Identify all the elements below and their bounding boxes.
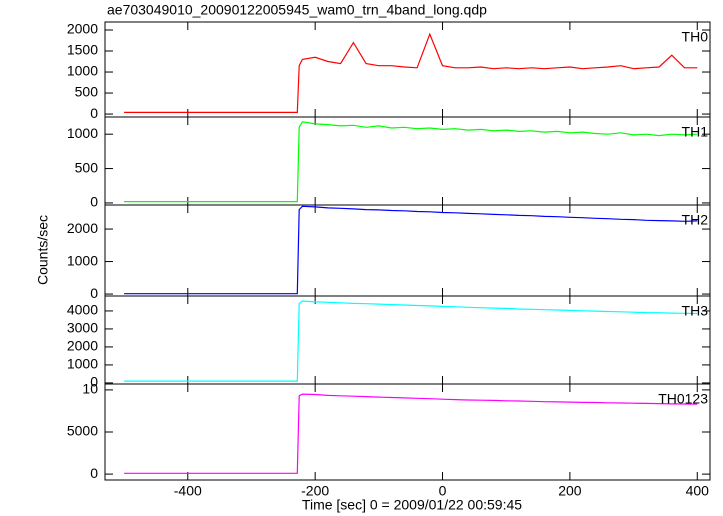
series-line (124, 393, 698, 474)
series-line (124, 205, 698, 295)
panel-frame (104, 116, 711, 206)
x-tick-label: -400 (174, 483, 202, 499)
y-tick-label: 2000 (67, 21, 98, 37)
y-tick-label: 0 (90, 194, 98, 210)
y-tick-label: 0 (90, 465, 98, 481)
panel-frame (104, 295, 711, 385)
y-tick-label: 500 (75, 84, 99, 100)
x-tick-label: 200 (558, 483, 582, 499)
y-tick-label: 1000 (67, 252, 98, 268)
series-label: TH3 (682, 303, 709, 319)
y-tick-label: 1500 (67, 42, 98, 58)
y-tick-label: 5000 (67, 423, 98, 439)
y-tick-label: 4000 (67, 302, 98, 318)
series-label: TH0 (682, 29, 709, 45)
series-line (124, 300, 698, 382)
panel-frame (104, 21, 711, 118)
y-tick-label: 2000 (67, 338, 98, 354)
chart-title: ae703049010_20090122005945_wam0_trn_4ban… (107, 2, 487, 18)
x-tick-label: -200 (301, 483, 329, 499)
x-tick-label: 0 (439, 483, 447, 499)
y-tick-label: 1000 (67, 125, 98, 141)
series-label: TH0123 (658, 391, 708, 407)
y-tick-label: 0 (90, 105, 98, 121)
y-tick-label: 500 (75, 159, 99, 175)
y-tick-label: 1000 (67, 63, 98, 79)
series-label: TH1 (682, 124, 709, 140)
y-tick-label: 3000 (67, 320, 98, 336)
y-tick-label: 1000 (67, 356, 98, 372)
y-axis-label: Counts/sec (35, 215, 51, 285)
series-label: TH2 (682, 212, 709, 228)
x-axis-label: Time [sec] 0 = 2009/01/22 00:59:45 (302, 497, 522, 513)
y-tick-label: 0 (90, 374, 98, 390)
y-tick-label: 2000 (67, 220, 98, 236)
y-tick-label: 0 (90, 285, 98, 301)
y-tick-label: 10 (82, 381, 98, 397)
series-line (124, 32, 698, 113)
series-line (124, 121, 698, 203)
x-tick-label: 400 (686, 483, 710, 499)
